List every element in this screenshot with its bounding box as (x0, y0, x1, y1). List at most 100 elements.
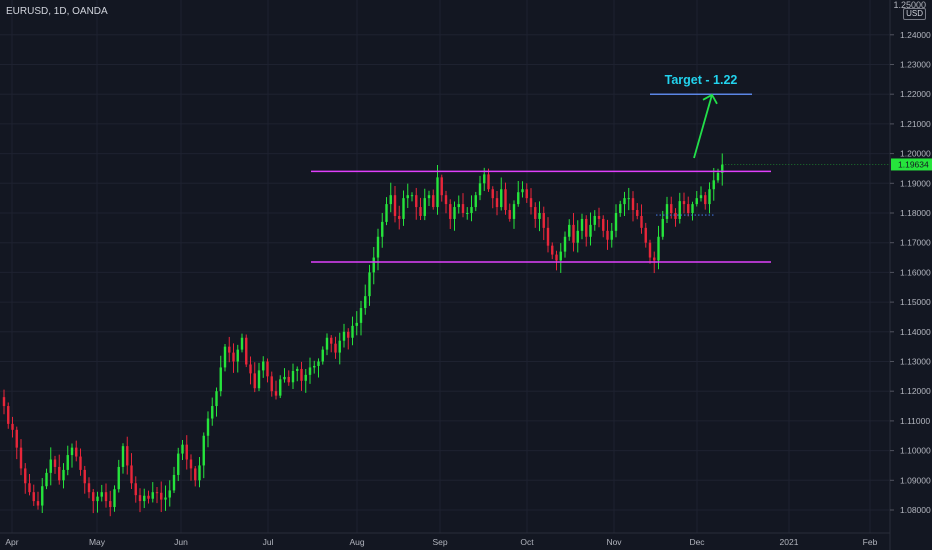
currency-badge[interactable]: USD (903, 8, 926, 20)
candle-body (525, 189, 528, 199)
candle-body (109, 501, 112, 508)
candle-body (283, 376, 286, 380)
time-tick-label: Oct (520, 537, 534, 547)
candle-body (461, 204, 465, 213)
candle-body (393, 195, 397, 216)
candle-body (712, 180, 715, 190)
candle-body (317, 361, 320, 366)
candle-body (444, 195, 448, 205)
price-tick-label: 1.09000 (900, 475, 931, 485)
candle-body (87, 483, 91, 493)
last-price-label: 1.19634 (898, 159, 929, 169)
candle-body (644, 227, 647, 243)
candle-body (181, 444, 184, 454)
price-axis-ticks[interactable]: 1.24000 1.23000 1.22000 1.21000 1.20000 1.190… (890, 30, 931, 515)
candle-body (398, 215, 401, 219)
candle-body (96, 496, 99, 502)
candle-body (228, 346, 231, 353)
candle-body (206, 418, 210, 436)
candle-body (657, 236, 660, 261)
candle-body (92, 492, 95, 502)
candle-body (308, 367, 312, 375)
candle-body (389, 195, 392, 205)
time-tick-label: Jun (174, 537, 188, 547)
candle-body (474, 195, 477, 208)
candle-body (542, 213, 545, 228)
candle-body (449, 204, 452, 219)
price-tick-label: 1.15000 (900, 297, 931, 307)
candle-body (512, 204, 516, 219)
candle-body (721, 164, 724, 173)
price-tick-label: 1.18000 (900, 208, 931, 218)
time-tick-label: Aug (349, 537, 364, 547)
candle-body (126, 446, 129, 466)
candle-body (453, 207, 456, 219)
candle-body (695, 198, 698, 205)
target-label: Target - 1.22 (665, 73, 738, 87)
candle-body (7, 406, 10, 424)
time-axis-ticks[interactable]: Apr May Jun Jul Aug Sep Oct Nov Dec 2021 Feb (5, 537, 877, 547)
price-axis-header: 1.25000 USD (892, 0, 932, 20)
candle-body (368, 272, 371, 297)
candle-body (572, 224, 575, 243)
price-tick-label: 1.17000 (900, 238, 931, 248)
candle-body (19, 447, 23, 469)
candle-body (351, 325, 354, 338)
candle-body (70, 447, 74, 456)
candle-body (296, 368, 299, 372)
candle-body (75, 447, 78, 457)
candle-body (287, 376, 290, 383)
price-tick-label: 1.22000 (900, 89, 931, 99)
candle-body (155, 492, 159, 494)
time-tick-label: Sep (432, 537, 447, 547)
candle-body (151, 492, 154, 499)
candle-body (381, 221, 384, 237)
candle-body (619, 204, 622, 213)
price-tick-label: 1.19000 (900, 178, 931, 188)
candle-body (504, 189, 507, 211)
candle-body (215, 391, 218, 407)
candle-body (376, 236, 380, 258)
candle-body (355, 322, 358, 326)
price-tick-label: 1.24000 (900, 30, 931, 40)
candle-body (432, 195, 435, 208)
candle-body (66, 455, 69, 470)
candle-body (194, 468, 197, 481)
candle-body (661, 218, 664, 237)
candle-body (563, 236, 567, 252)
candle-body (517, 192, 520, 205)
candle-body (602, 218, 605, 231)
candle-body (627, 198, 630, 200)
candle-body (274, 391, 278, 396)
candle-body (262, 361, 265, 371)
arrow-shaft (693, 94, 713, 159)
candle-body (223, 346, 227, 368)
price-tick-label: 1.14000 (900, 327, 931, 337)
candle-body (160, 492, 163, 500)
candle-body (546, 227, 550, 246)
candle-body (427, 195, 431, 199)
candle-body (640, 215, 643, 228)
candle-body (168, 490, 171, 498)
candle-body (466, 213, 469, 214)
candle-body (58, 466, 61, 481)
candle-body (334, 343, 337, 353)
candle-body (347, 331, 350, 338)
price-tick-label: 1.20000 (900, 149, 931, 159)
candle-body (653, 257, 656, 261)
price-tick-label: 1.21000 (900, 119, 931, 129)
candle-body (304, 374, 307, 381)
candle-body (134, 483, 137, 496)
candle-body (113, 489, 116, 508)
candle-body (691, 204, 694, 213)
candle-body (483, 174, 486, 184)
candle-body (185, 444, 188, 460)
candle-body (406, 195, 409, 199)
candle-body (41, 486, 44, 506)
candle-body (648, 242, 652, 258)
arrow-head (702, 93, 718, 105)
price-tick-label: 1.11000 (900, 416, 930, 426)
candle-body (470, 207, 473, 213)
candle-body (682, 201, 686, 205)
